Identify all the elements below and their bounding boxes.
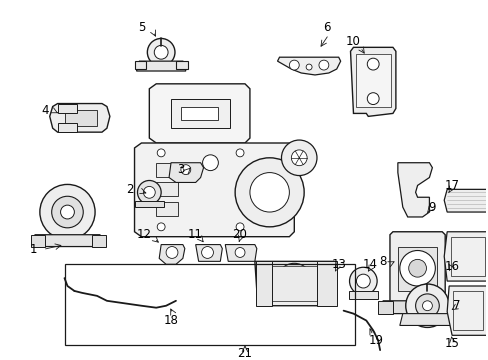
- Circle shape: [181, 165, 190, 175]
- Circle shape: [291, 150, 306, 166]
- Circle shape: [366, 58, 378, 70]
- Circle shape: [249, 172, 289, 212]
- Polygon shape: [156, 183, 178, 196]
- Polygon shape: [399, 314, 454, 325]
- Polygon shape: [134, 201, 164, 207]
- Circle shape: [154, 45, 168, 59]
- Text: 8: 8: [379, 255, 386, 268]
- Text: 14: 14: [362, 258, 377, 271]
- Circle shape: [366, 93, 378, 104]
- Polygon shape: [350, 47, 395, 116]
- Circle shape: [235, 158, 304, 227]
- Text: 17: 17: [444, 179, 459, 192]
- Polygon shape: [255, 261, 271, 306]
- Circle shape: [201, 247, 213, 258]
- Circle shape: [405, 284, 448, 328]
- Polygon shape: [134, 61, 146, 69]
- Polygon shape: [389, 232, 444, 304]
- Polygon shape: [169, 163, 203, 183]
- Polygon shape: [159, 244, 184, 264]
- Text: 11: 11: [187, 228, 202, 241]
- Polygon shape: [156, 163, 178, 176]
- Circle shape: [52, 196, 83, 228]
- Circle shape: [422, 301, 431, 311]
- Text: 18: 18: [163, 314, 178, 327]
- Circle shape: [349, 267, 376, 295]
- Polygon shape: [149, 84, 249, 143]
- Circle shape: [61, 205, 74, 219]
- Circle shape: [143, 186, 155, 198]
- Text: 10: 10: [346, 35, 360, 48]
- Circle shape: [147, 39, 175, 66]
- Circle shape: [415, 294, 438, 318]
- Circle shape: [408, 259, 426, 277]
- Circle shape: [276, 263, 311, 299]
- Polygon shape: [379, 301, 454, 314]
- Text: 7: 7: [452, 299, 460, 312]
- Circle shape: [356, 274, 369, 288]
- Circle shape: [157, 223, 165, 231]
- Bar: [181, 107, 218, 120]
- Circle shape: [166, 247, 178, 258]
- Polygon shape: [452, 291, 482, 330]
- Circle shape: [157, 149, 165, 157]
- Text: 21: 21: [237, 347, 252, 360]
- Polygon shape: [450, 237, 484, 276]
- Circle shape: [236, 223, 244, 231]
- Text: 12: 12: [137, 228, 152, 241]
- Bar: [64, 264, 355, 345]
- Polygon shape: [176, 61, 187, 69]
- Polygon shape: [316, 261, 336, 306]
- Polygon shape: [348, 291, 377, 299]
- Polygon shape: [277, 57, 340, 75]
- Polygon shape: [58, 123, 77, 132]
- Circle shape: [305, 64, 311, 70]
- Polygon shape: [254, 261, 336, 306]
- Polygon shape: [33, 235, 102, 247]
- Polygon shape: [134, 143, 294, 237]
- Text: 20: 20: [232, 228, 247, 241]
- Polygon shape: [92, 235, 106, 247]
- Text: 6: 6: [323, 21, 330, 34]
- Circle shape: [137, 180, 161, 204]
- Polygon shape: [50, 104, 110, 132]
- Text: 19: 19: [368, 334, 383, 347]
- Circle shape: [40, 184, 95, 240]
- Circle shape: [289, 60, 299, 70]
- Text: 9: 9: [428, 201, 435, 213]
- Polygon shape: [397, 247, 436, 291]
- Circle shape: [236, 149, 244, 157]
- Polygon shape: [439, 301, 456, 314]
- Polygon shape: [377, 301, 392, 314]
- Text: 3: 3: [177, 163, 184, 176]
- Polygon shape: [136, 61, 185, 71]
- Polygon shape: [443, 189, 488, 212]
- Polygon shape: [225, 244, 256, 261]
- Circle shape: [285, 272, 303, 290]
- Circle shape: [235, 248, 244, 257]
- Polygon shape: [195, 244, 222, 261]
- Polygon shape: [443, 232, 488, 281]
- Bar: [171, 99, 230, 128]
- Circle shape: [281, 140, 316, 176]
- Text: 4: 4: [41, 104, 48, 117]
- Text: 5: 5: [138, 21, 145, 34]
- Text: 16: 16: [444, 260, 459, 273]
- Polygon shape: [58, 104, 77, 113]
- Circle shape: [399, 251, 434, 286]
- Text: 2: 2: [125, 183, 133, 196]
- Polygon shape: [356, 54, 390, 107]
- Polygon shape: [64, 111, 97, 126]
- Text: 13: 13: [330, 258, 346, 271]
- Polygon shape: [31, 235, 45, 247]
- Text: 15: 15: [444, 337, 459, 350]
- Polygon shape: [397, 163, 431, 217]
- Polygon shape: [271, 266, 316, 301]
- Polygon shape: [156, 202, 178, 216]
- Circle shape: [202, 155, 218, 171]
- Circle shape: [318, 60, 328, 70]
- Text: 1: 1: [29, 243, 37, 256]
- Polygon shape: [446, 286, 486, 335]
